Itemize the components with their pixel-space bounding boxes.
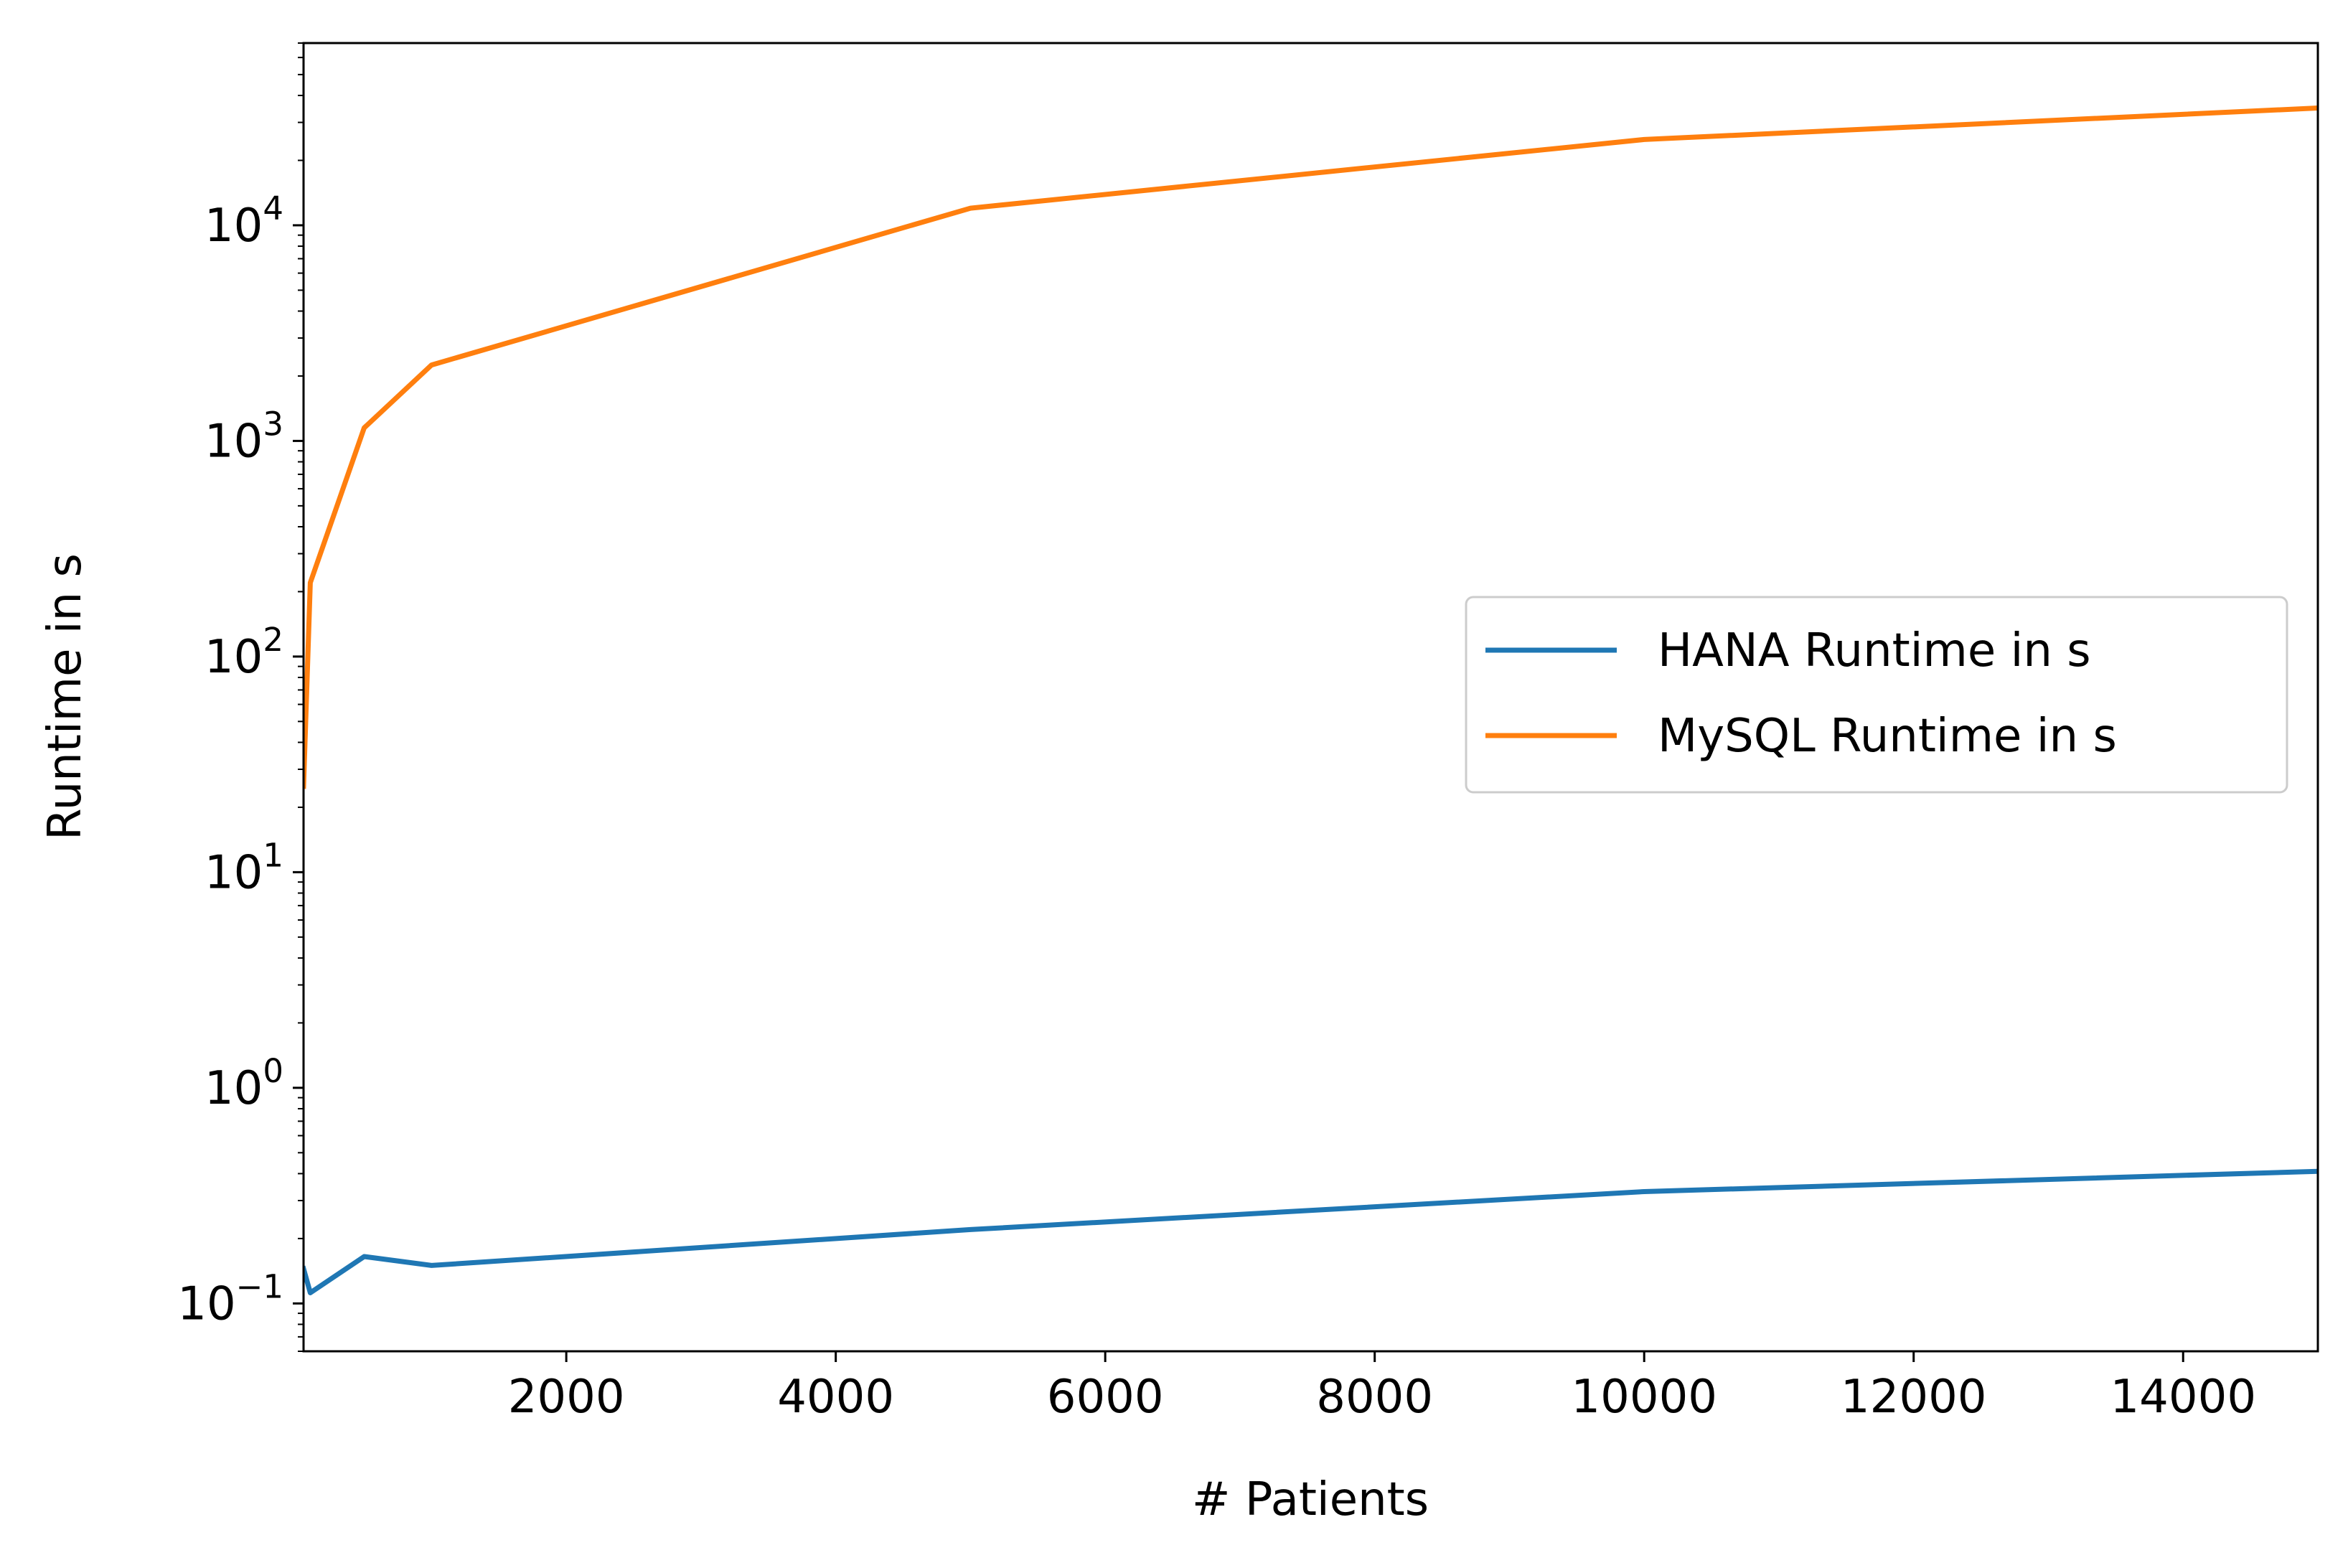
legend-label-mysql: MySQL Runtime in s xyxy=(1658,710,2117,763)
legend-box xyxy=(1465,596,2288,794)
x-tick-label: 6000 xyxy=(1047,1371,1164,1424)
x-tick-label: 12000 xyxy=(1841,1371,1987,1424)
legend-label-hana: HANA Runtime in s xyxy=(1658,624,2091,677)
plot-frame xyxy=(302,42,2319,1353)
y-axis-label: Runtime in s xyxy=(39,553,92,840)
series-line-mysql xyxy=(304,105,2318,789)
x-tick-label: 4000 xyxy=(777,1371,894,1424)
plot-area xyxy=(304,105,2318,1295)
x-tick-label: 10000 xyxy=(1571,1371,1717,1424)
x-axis-label: # Patients xyxy=(1192,1473,1429,1526)
axis-ticks: 2000 4000 6000 8000 10000 12000 1400010−110010… xyxy=(177,42,2256,1424)
y-tick-label: 101 xyxy=(205,836,283,899)
x-tick-label: 2000 xyxy=(508,1371,625,1424)
series-line-hana xyxy=(304,1168,2318,1295)
x-tick-label: 8000 xyxy=(1316,1371,1433,1424)
x-tick-label: 14000 xyxy=(2110,1371,2256,1424)
series-lines xyxy=(304,105,2318,1295)
legend: HANA Runtime in s MySQL Runtime in s xyxy=(1465,596,2288,794)
y-tick-label: 102 xyxy=(205,621,283,684)
